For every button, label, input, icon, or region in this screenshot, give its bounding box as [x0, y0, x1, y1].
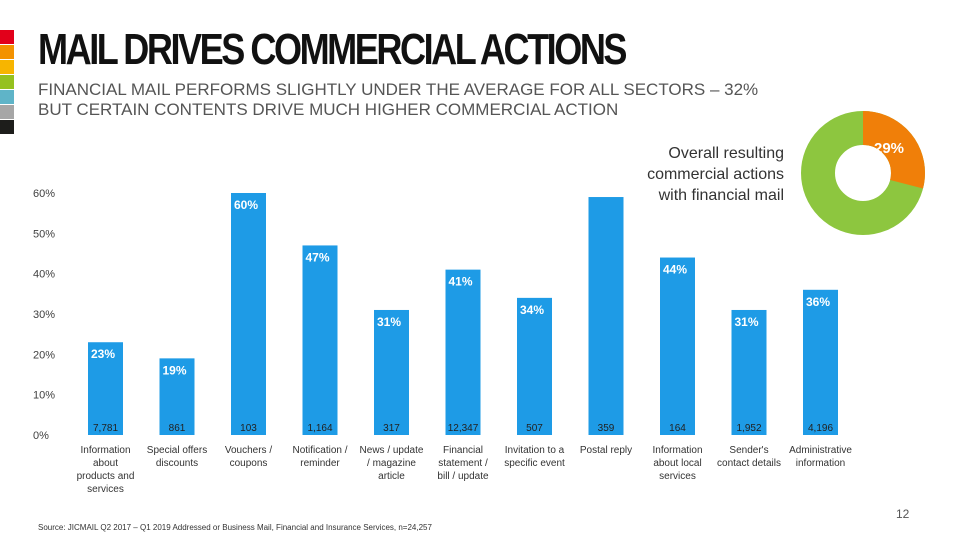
category-label-line: Notification /	[292, 445, 347, 456]
y-tick-label: 0%	[33, 430, 49, 442]
bar-count-label: 1,164	[307, 423, 332, 434]
category-label-line: about	[93, 458, 118, 469]
bar	[445, 269, 481, 435]
accent-stripe	[0, 120, 14, 134]
y-tick-label: 20%	[33, 349, 55, 361]
bar	[88, 342, 123, 435]
category-label-line: coupons	[230, 458, 268, 469]
category-label-line: statement /	[438, 458, 488, 469]
bar	[517, 297, 552, 435]
category-label: Vouchers / coupons	[225, 445, 272, 469]
category-label-line: Information	[80, 445, 130, 456]
bar-count-label: 7,781	[93, 423, 118, 434]
overall-label-line-2: commercial actions	[647, 166, 784, 183]
overall-label-line-3: with financial mail	[658, 187, 784, 204]
category-label: Invitation to a specific event	[504, 445, 565, 469]
category-label-line: bill / update	[437, 471, 489, 482]
category-label: Postal reply	[580, 445, 632, 456]
category-label: News / update / magazine article	[360, 445, 424, 482]
category-label-line: specific event	[504, 458, 565, 469]
bar-count-label: 12,347	[448, 423, 479, 434]
bar	[374, 309, 409, 435]
category-label-line: Sender's	[729, 445, 768, 456]
category-label-line: services	[659, 471, 696, 482]
category-label-line: reminder	[300, 458, 340, 469]
bar-value-label: 41%	[449, 275, 473, 289]
subtitle-line-1: FINANCIAL MAIL PERFORMS SLIGHTLY UNDER T…	[38, 80, 759, 99]
bar-count-label: 103	[240, 423, 257, 434]
category-label: Administrative information	[789, 445, 852, 469]
overall-label: Overall resulting commercial actions wit…	[584, 143, 784, 206]
bar-value-label: 31%	[735, 315, 759, 329]
y-tick-label: 40%	[33, 269, 55, 281]
category-label: Special offers discounts	[147, 445, 207, 469]
y-tick-label: 30%	[33, 309, 55, 321]
bar	[231, 193, 266, 435]
category-label: Sender's contact details	[717, 445, 781, 469]
bar-count-label: 861	[169, 423, 186, 434]
category-label-line: products and	[77, 471, 135, 482]
y-tick-label: 60%	[33, 188, 55, 200]
category-label: Information about products and services	[77, 445, 135, 495]
bar-count-label: 359	[598, 423, 615, 434]
category-label-line: discounts	[156, 458, 198, 469]
bar	[803, 289, 838, 435]
bar	[159, 358, 195, 435]
bar-value-label: 47%	[306, 250, 330, 264]
category-label-line: contact details	[717, 458, 781, 469]
donut-highlight-segment	[801, 111, 925, 235]
bar	[302, 245, 338, 435]
y-tick-label: 50%	[33, 228, 55, 240]
category-label: Information about local services	[652, 445, 702, 482]
bar-value-label: 19%	[163, 363, 187, 377]
bar-count-label: 507	[526, 423, 543, 434]
category-label-line: about local	[653, 458, 701, 469]
page-number: 12	[896, 507, 910, 521]
bar-count-label: 164	[669, 423, 686, 434]
bar-value-label: 44%	[663, 263, 687, 277]
donut-value-label: 29%	[874, 140, 904, 157]
category-label-line: News / update	[360, 445, 424, 456]
subtitle-line-2: BUT CERTAIN CONTENTS DRIVE MUCH HIGHER C…	[38, 100, 619, 119]
overall-donut-chart: 29%	[801, 111, 925, 235]
accent-stripe	[0, 90, 14, 104]
bar-value-label: 60%	[234, 198, 258, 212]
bar	[588, 197, 624, 435]
accent-stripe	[0, 105, 14, 119]
category-label-line: services	[87, 484, 124, 495]
category-label-line: / magazine	[367, 458, 416, 469]
category-label-line: Invitation to a	[505, 445, 565, 456]
y-tick-label: 10%	[33, 390, 55, 402]
source-note: Source: JICMAIL Q2 2017 – Q1 2019 Addres…	[38, 523, 432, 532]
bar	[660, 257, 695, 435]
overall-label-line-1: Overall resulting	[668, 145, 784, 162]
category-label-line: Postal reply	[580, 445, 632, 456]
category-label: Financial statement / bill / update	[437, 445, 489, 482]
page-title: MAIL DRIVES COMMERCIAL ACTIONS	[38, 25, 627, 74]
category-label-line: Vouchers /	[225, 445, 272, 456]
bar-count-label: 317	[383, 423, 400, 434]
bar-value-label: 31%	[377, 315, 401, 329]
category-label-line: Financial	[443, 445, 483, 456]
bar-count-label: 1,952	[736, 423, 761, 434]
accent-stripe	[0, 45, 14, 59]
category-label-line: Administrative	[789, 445, 852, 456]
category-label-line: article	[378, 471, 405, 482]
accent-stripe	[0, 75, 14, 89]
accent-stripe	[0, 60, 14, 74]
category-label-line: Special offers	[147, 445, 207, 456]
bar	[731, 309, 767, 435]
bar-count-label: 4,196	[808, 423, 833, 434]
category-label-line: information	[796, 458, 845, 469]
category-label-line: Information	[652, 445, 702, 456]
subtitle: FINANCIAL MAIL PERFORMS SLIGHTLY UNDER T…	[38, 80, 918, 120]
accent-stripe	[0, 30, 14, 44]
bar-value-label: 36%	[806, 295, 830, 309]
bar-value-label: 34%	[520, 303, 544, 317]
bar-value-label: 23%	[91, 347, 115, 361]
category-label: Notification / reminder	[292, 445, 347, 469]
